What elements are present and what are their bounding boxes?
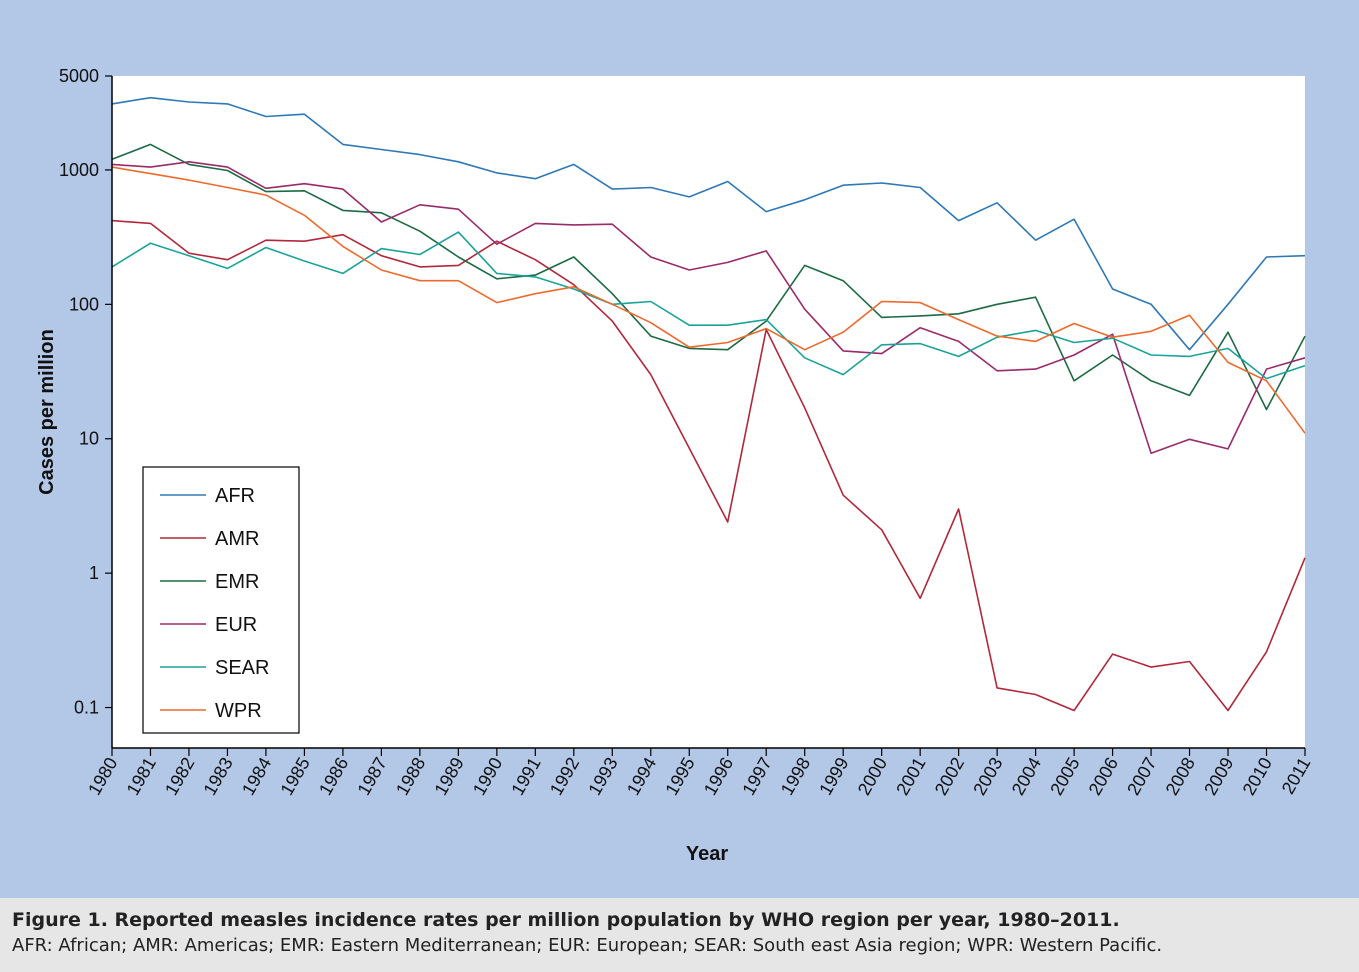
y-tick-label: 100: [69, 294, 99, 314]
x-tick-label: 2008: [1162, 754, 1199, 799]
series-line-emr: [111, 143, 1306, 411]
x-tick-label: 1985: [277, 754, 314, 799]
y-axis-title: Cases per million: [36, 329, 58, 495]
legend-label-eur: EUR: [215, 614, 257, 636]
x-tick-label: 2001: [892, 754, 929, 799]
y-tick-label: 10: [79, 429, 99, 449]
x-tick-label: 2000: [854, 754, 891, 799]
x-tick-label: 1991: [507, 754, 544, 799]
caption-note: AFR: African; AMR: Americas; EMR: Easter…: [12, 935, 1163, 956]
caption-title: Figure 1. Reported measles incidence rat…: [12, 909, 1120, 931]
legend-label-afr: AFR: [215, 485, 255, 507]
x-tick-label: 1986: [315, 754, 352, 799]
x-tick-label: 1999: [815, 754, 852, 799]
x-tick-label: 1993: [584, 754, 621, 799]
x-tick-label: 1987: [354, 754, 391, 799]
x-tick-label: 2003: [969, 754, 1006, 799]
series-line-eur: [111, 161, 1306, 455]
x-tick-label: 1982: [161, 754, 198, 799]
x-tick-label: 2002: [931, 754, 968, 799]
x-tick-label: 1992: [546, 754, 583, 799]
legend-box: [142, 466, 300, 734]
figure-caption: Figure 1. Reported measles incidence rat…: [0, 898, 1359, 972]
x-tick-label: 1989: [430, 754, 467, 799]
series-group: [111, 96, 1306, 712]
series-line-wpr: [111, 166, 1306, 434]
legend-label-sear: SEAR: [215, 657, 269, 679]
x-tick-label: 2010: [1239, 754, 1276, 799]
x-tick-label: 1990: [469, 754, 506, 799]
x-tick-label: 1983: [200, 754, 237, 799]
x-tick-label: 1997: [738, 754, 775, 799]
legend-label-wpr: WPR: [215, 700, 262, 722]
x-tick-label: 1981: [123, 754, 160, 799]
x-tick-label: 1980: [84, 754, 121, 799]
x-tick-label: 2009: [1200, 754, 1237, 799]
x-tick-label: 1998: [777, 754, 814, 799]
x-tick-label: 2007: [1123, 754, 1160, 799]
x-tick-label: 1984: [238, 754, 275, 799]
y-tick-label: 0.1: [74, 698, 99, 718]
legend-label-emr: EMR: [215, 571, 259, 593]
x-tick-label: 1994: [623, 754, 660, 799]
y-tick-label: 5000: [59, 66, 99, 86]
x-tick-label: 1995: [661, 754, 698, 799]
series-line-afr: [111, 96, 1306, 351]
x-axis-title: Year: [686, 843, 728, 865]
series-line-sear: [111, 231, 1306, 380]
x-tick-label: 2005: [1046, 754, 1083, 799]
y-tick-label: 1000: [59, 160, 99, 180]
x-tick-label: 2011: [1278, 754, 1315, 798]
x-tick-label: 1996: [700, 754, 737, 799]
figure-panel: 5000 1000 100 10 1 0.1 1980 1981 1982 1983 1984 198…: [0, 0, 1359, 898]
x-tick-label: 1988: [392, 754, 429, 799]
y-tick-label: 1: [89, 563, 99, 583]
series-line-amr: [111, 219, 1306, 712]
x-tick-label: 2004: [1008, 754, 1045, 799]
legend-label-amr: AMR: [215, 528, 259, 550]
x-tick-label: 2006: [1085, 754, 1122, 799]
legend: AFR AMR EMR EUR SEAR WPR: [142, 466, 300, 734]
plot-area: [112, 76, 1305, 748]
